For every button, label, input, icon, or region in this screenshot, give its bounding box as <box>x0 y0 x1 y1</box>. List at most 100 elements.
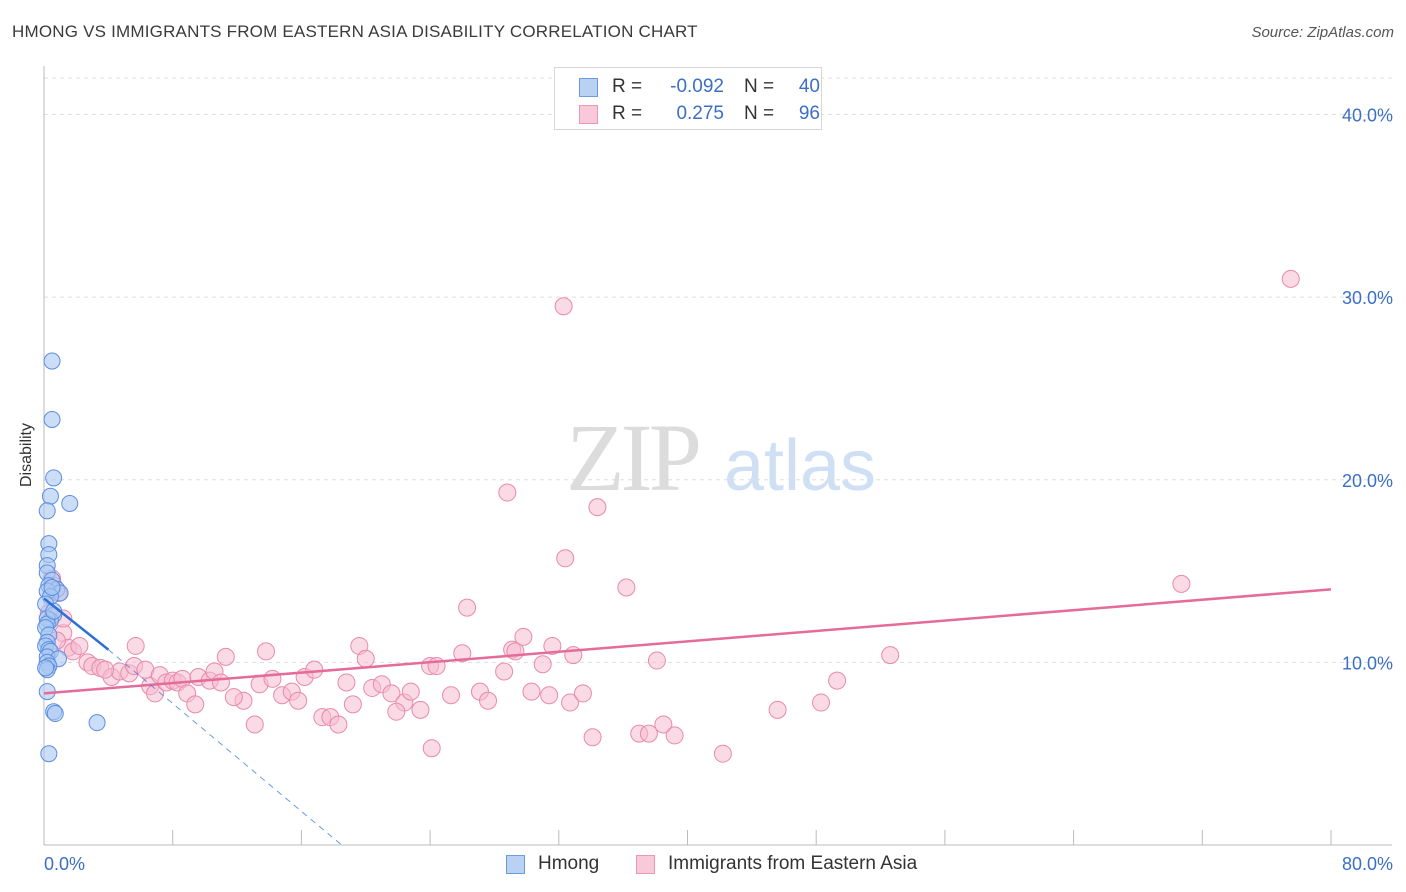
asia-points <box>39 269 1300 763</box>
asia-trend-line <box>43 588 1332 695</box>
asia-point <box>245 715 264 734</box>
y-tick-label: 30.0% <box>1342 288 1393 308</box>
asia-point <box>498 483 517 502</box>
hmong-point <box>43 579 61 597</box>
r-label: R = <box>612 76 643 97</box>
x-tick-label-min: 0.0% <box>44 854 85 874</box>
asia-point <box>639 724 658 743</box>
chart-title: HMONG VS IMMIGRANTS FROM EASTERN ASIA DI… <box>12 22 698 41</box>
asia-point <box>495 662 514 681</box>
axes <box>43 66 1392 846</box>
asia-point <box>561 693 580 712</box>
y-tick-label: 10.0% <box>1342 653 1393 673</box>
legend-row-hmong: R = -0.092 N = 40 <box>579 74 820 100</box>
asia-point <box>533 655 552 674</box>
watermark: ZIP atlas <box>566 404 876 511</box>
asia-swatch-icon <box>579 104 598 124</box>
asia-point <box>458 598 477 617</box>
asia-point <box>588 498 607 517</box>
y-tick-label: 40.0% <box>1342 106 1393 126</box>
asia-point <box>522 682 541 701</box>
hmong-trend-extension <box>108 649 342 846</box>
watermark-zip: ZIP <box>566 404 699 511</box>
r-value: -0.092 <box>670 76 724 97</box>
asia-point <box>343 695 362 714</box>
hmong-point <box>38 502 56 520</box>
asia-point <box>289 691 308 710</box>
hmong-legend-label: Hmong <box>538 853 600 874</box>
tick-labels: 10.0% 20.0% 30.0% 40.0% 0.0% 80.0% <box>44 106 1393 874</box>
hmong-legend-icon <box>506 854 525 874</box>
asia-point <box>647 651 666 670</box>
hmong-point <box>41 487 59 505</box>
asia-point <box>554 297 573 316</box>
trend-lines <box>43 588 1332 846</box>
asia-point <box>583 728 602 747</box>
asia-point <box>126 636 145 655</box>
asia-point <box>713 744 732 763</box>
r-label: R = <box>612 103 643 124</box>
hmong-point <box>43 410 61 428</box>
asia-point <box>411 700 430 719</box>
y-tick-label: 20.0% <box>1342 471 1393 491</box>
legend-row-eastern-asia: R = 0.275 N = 96 <box>579 101 820 127</box>
hmong-point <box>88 714 106 732</box>
n-value: 96 <box>798 103 820 124</box>
asia-point <box>881 646 900 665</box>
asia-legend-icon <box>636 854 655 874</box>
asia-point <box>211 673 230 692</box>
asia-point <box>442 686 461 705</box>
asia-point <box>337 673 356 692</box>
asia-point <box>573 684 592 703</box>
asia-point <box>387 702 406 721</box>
asia-point <box>543 636 562 655</box>
r-value: 0.275 <box>676 103 724 124</box>
n-label: N = <box>744 103 775 124</box>
asia-point <box>70 636 89 655</box>
asia-point <box>329 715 348 734</box>
hmong-trend-line <box>43 597 110 651</box>
asia-point <box>768 700 787 719</box>
asia-point <box>654 715 673 734</box>
asia-point <box>828 671 847 690</box>
correlation-legend: R = -0.092 N = 40 R = 0.275 N = 96 <box>554 67 822 130</box>
asia-point <box>1172 574 1191 593</box>
bottom-legend-asia: Immigrants from Eastern Asia <box>636 852 917 876</box>
asia-point <box>96 660 115 679</box>
asia-point <box>514 627 533 646</box>
asia-point <box>540 686 559 705</box>
asia-point <box>617 578 636 597</box>
hmong-point <box>43 352 61 370</box>
asia-legend-label: Immigrants from Eastern Asia <box>668 853 918 874</box>
bottom-legend-hmong: Hmong <box>506 852 599 876</box>
hmong-point <box>46 705 64 723</box>
asia-point <box>556 549 575 568</box>
asia-point <box>812 693 831 712</box>
asia-point <box>257 642 276 661</box>
hmong-point <box>37 659 55 677</box>
grid-lines <box>44 77 1392 663</box>
hmong-points <box>37 352 106 763</box>
hmong-point <box>61 495 79 513</box>
asia-point <box>356 649 375 668</box>
n-value: 40 <box>798 76 820 97</box>
asia-point <box>216 647 235 666</box>
source-label: Source: ZipAtlas.com <box>1251 24 1394 41</box>
asia-point <box>305 660 324 679</box>
asia-point <box>479 691 498 710</box>
asia-point <box>224 688 243 707</box>
x-tick-label-max: 80.0% <box>1342 854 1393 874</box>
watermark-atlas: atlas <box>724 426 876 506</box>
asia-point <box>422 739 441 758</box>
hmong-point <box>45 469 63 487</box>
asia-point <box>186 695 205 714</box>
asia-point <box>1281 269 1300 288</box>
asia-point <box>263 669 282 688</box>
hmong-point <box>40 745 58 763</box>
hmong-swatch-icon <box>579 77 598 97</box>
asia-point <box>665 726 684 745</box>
asia-point <box>453 644 472 663</box>
asia-point <box>382 684 401 703</box>
asia-point <box>401 682 420 701</box>
